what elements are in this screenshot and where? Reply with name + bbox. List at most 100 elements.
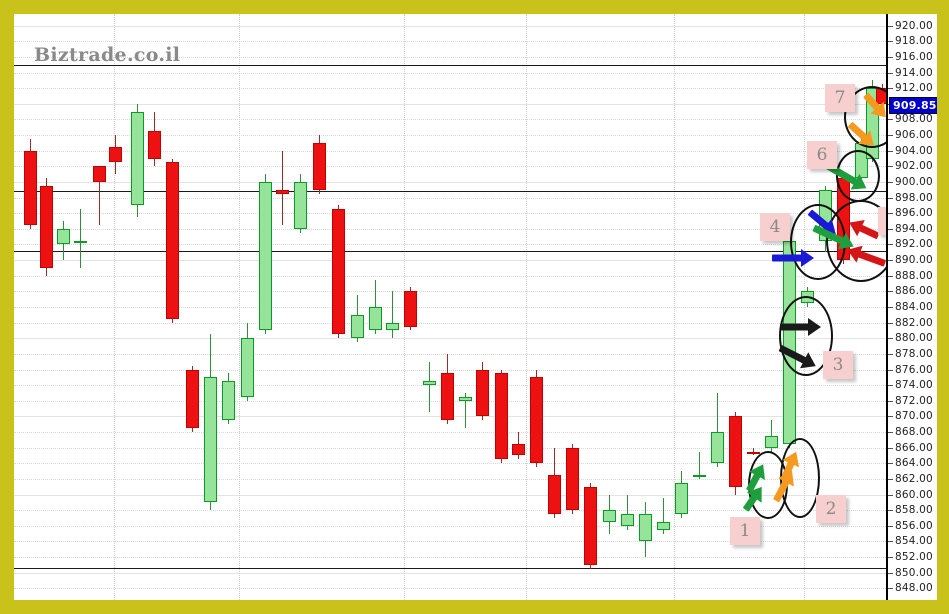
axis-tick (888, 353, 893, 355)
gridline-horizontal (14, 119, 886, 121)
candle-body-bearish (512, 443, 525, 456)
gridline-horizontal (14, 197, 886, 199)
candle-body-bearish (441, 373, 454, 421)
candle-body-bullish (621, 514, 634, 526)
axis-tick-label: 904.00 (895, 144, 933, 157)
axis-tick (888, 166, 893, 168)
axis-tick (888, 88, 893, 90)
gridline-horizontal (14, 510, 886, 512)
annotation-ellipse (779, 296, 833, 376)
axis-tick-label: 860.00 (895, 488, 933, 501)
axis-tick (888, 260, 893, 262)
candle-body-bullish (459, 396, 472, 401)
candle-body-bearish (40, 185, 53, 268)
price-chart-plot-area[interactable]: 1 2 3 4 5 6 7 Biztrade.co.il (14, 14, 886, 600)
axis-tick-label: 916.00 (895, 50, 933, 63)
candle-wick (698, 451, 701, 479)
axis-tick-label: 896.00 (895, 207, 933, 220)
price-level-line (14, 250, 886, 252)
candle-body-bullish (241, 338, 254, 397)
axis-tick (888, 338, 893, 340)
candle-body-bearish (332, 209, 345, 335)
axis-tick-label: 854.00 (895, 535, 933, 548)
gridline-horizontal (14, 369, 886, 371)
candle-body-bullish (294, 181, 307, 229)
candle-body-bullish (657, 521, 670, 530)
candle-body-bearish (404, 291, 417, 327)
axis-tick-label: 920.00 (895, 19, 933, 32)
axis-tick (888, 307, 893, 308)
candle-body-bullish (57, 228, 70, 245)
candle-body-bullish (74, 240, 87, 243)
candle-wick (428, 361, 431, 413)
candle-body-bearish (313, 142, 326, 190)
gridline-horizontal (14, 447, 886, 449)
candle-wick (374, 279, 377, 335)
annotation-number-label-7[interactable]: 7 (825, 84, 855, 112)
arrow-shaft (781, 323, 809, 331)
price-axis[interactable]: 920.00918.00916.00914.00912.00910.00908.… (886, 14, 937, 600)
candle-body-bearish (566, 447, 579, 511)
annotation-arrow (781, 318, 821, 336)
annotation-number-label-1[interactable]: 1 (730, 517, 760, 545)
candle-body-bullish (204, 377, 217, 503)
annotation-ellipse (844, 86, 886, 148)
gridline-horizontal (14, 244, 886, 246)
axis-tick (888, 416, 893, 418)
axis-tick-label: 856.00 (895, 519, 933, 532)
price-level-line (14, 567, 886, 569)
axis-tick (888, 494, 893, 496)
axis-tick (888, 244, 893, 246)
candle-body-bearish (476, 369, 489, 417)
candle-wick (281, 150, 284, 225)
candle-body-bearish (584, 486, 597, 565)
axis-tick-label: 894.00 (895, 222, 933, 235)
gridline-horizontal (14, 41, 886, 43)
annotation-number-label-2[interactable]: 2 (816, 495, 846, 523)
axis-tick-label: 892.00 (895, 238, 933, 251)
candle-wick (98, 170, 101, 225)
gridline-horizontal (14, 166, 886, 168)
annotation-number-label-6[interactable]: 6 (807, 141, 837, 169)
annotation-number-label-5[interactable]: 5 (878, 207, 886, 235)
axis-tick-label: 914.00 (895, 66, 933, 79)
axis-tick-label: 888.00 (895, 269, 933, 282)
gridline-horizontal (14, 135, 886, 137)
axis-tick (888, 135, 893, 137)
annotation-ellipse (780, 438, 820, 518)
gridline-horizontal (14, 588, 886, 590)
gridline-horizontal (14, 338, 886, 340)
annotation-number-label-3[interactable]: 3 (823, 351, 853, 379)
gridline-horizontal (14, 432, 886, 433)
gridline-vertical (526, 14, 527, 600)
gridline-horizontal (14, 557, 886, 559)
candle-body-bullish (711, 432, 724, 464)
axis-tick (888, 478, 893, 480)
gridline-horizontal (14, 494, 886, 496)
axis-tick-label: 912.00 (895, 82, 933, 95)
candle-body-bearish (747, 451, 760, 454)
axis-tick (888, 275, 893, 277)
axis-tick (888, 197, 893, 199)
candle-body-bearish (93, 166, 106, 182)
gridline-vertical (674, 14, 675, 600)
arrow-shaft (857, 250, 886, 267)
gridline-vertical (239, 14, 240, 600)
candle-body-bearish (548, 474, 561, 515)
price-level-line (14, 191, 886, 193)
axis-tick (888, 510, 893, 512)
gridline-horizontal (14, 322, 886, 324)
candle-body-bullish (675, 482, 688, 515)
axis-tick-label: 878.00 (895, 347, 933, 360)
annotation-number-label-4[interactable]: 4 (760, 213, 790, 241)
axis-tick (888, 557, 893, 559)
axis-tick-label: 886.00 (895, 285, 933, 298)
gridline-horizontal (14, 463, 886, 465)
axis-tick (888, 41, 893, 43)
candle-body-bearish (495, 373, 508, 460)
gridline-horizontal (14, 307, 886, 308)
axis-tick (888, 447, 893, 449)
axis-tick (888, 150, 893, 152)
gridline-horizontal (14, 213, 886, 215)
